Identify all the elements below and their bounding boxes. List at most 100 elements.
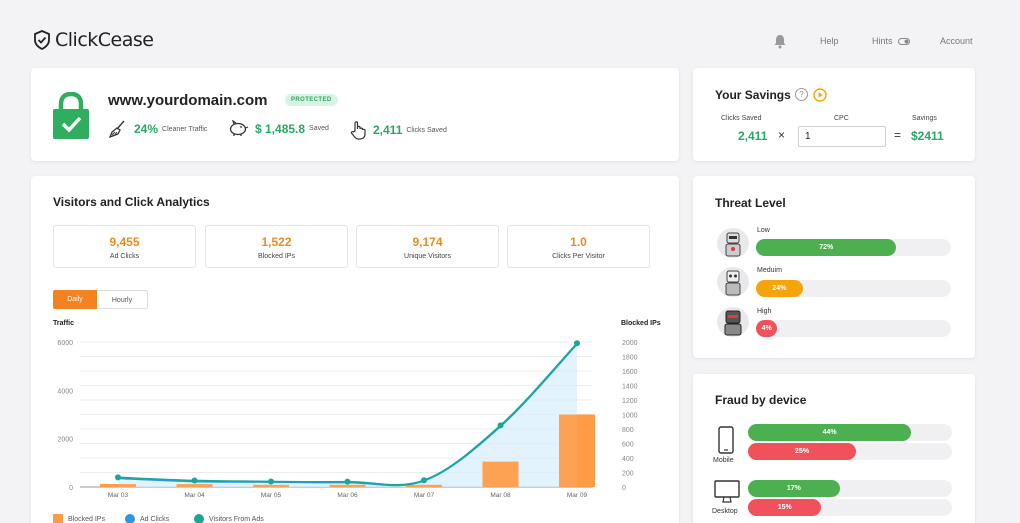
threat-title: Threat Level (715, 196, 786, 210)
nav-help[interactable]: Help (820, 36, 839, 46)
point-visitors-from-ads (574, 340, 580, 347)
fraud-bar-mobile-red: 25% (748, 443, 952, 460)
fraud-fill-mobile-green: 44% (748, 424, 912, 441)
top-bar: ClickCease Help Hints Account (0, 0, 1020, 62)
bell-icon[interactable] (773, 34, 787, 49)
device-label-mobile: Mobile (713, 457, 734, 464)
y-tick-right: 800 (622, 427, 634, 434)
fraud-fill-mobile-red: 25% (748, 443, 857, 460)
threat-bar-high: 4% (756, 320, 951, 337)
legend-visitors-from-ads: Visitors From Ads (194, 514, 264, 523)
x-tick-label: Mar 08 (490, 492, 511, 499)
x-tick-label: Mar 07 (414, 492, 435, 499)
stat-label: Cleaner Traffic (162, 125, 208, 133)
padlock-check-icon (53, 92, 89, 139)
stat-clicks-saved: 2,411 Clicks Saved (350, 120, 447, 140)
legend-label: Ad Clicks (140, 515, 170, 523)
piggy-bank-icon (229, 120, 249, 136)
tab-hourly[interactable]: Hourly (97, 290, 148, 309)
summary-card (31, 68, 679, 161)
y-tick-right: 400 (622, 456, 634, 463)
robot-icon (724, 310, 742, 336)
analytics-chart: 0 200 400 600 800 1000 1200 1400 1600 1800 2000 0 20… (57, 340, 638, 499)
threat-bar-low: 72% (756, 239, 951, 256)
fraud-title: Fraud by device (715, 393, 807, 407)
stat-value: 24% (134, 122, 159, 136)
area-visitors (118, 343, 577, 487)
y-axis-left-title: Traffic (53, 320, 75, 327)
point-visitors-from-ads (344, 478, 351, 485)
bar-blocked-ips-overlay (176, 484, 213, 487)
nav-account[interactable]: Account (940, 36, 973, 46)
legend-label: Blocked IPs (68, 515, 105, 523)
cpc-input[interactable]: 1 (798, 126, 886, 147)
mobile-icon (718, 426, 734, 454)
legend-label: Visitors From Ads (209, 515, 264, 523)
point-visitors-from-ads (497, 422, 504, 429)
help-icon[interactable]: ? (795, 88, 808, 101)
bar-blocked-ips-overlay (559, 414, 595, 487)
metric-label: Clicks Per Visitor (552, 253, 605, 260)
threat-fill-high: 4% (756, 320, 778, 337)
metric-clicks-per-visitor: 1.0 Clicks Per Visitor (507, 225, 650, 268)
times-sign: × (778, 128, 786, 142)
analytics-title: Visitors and Click Analytics (53, 195, 210, 209)
threat-label-medium: Meduim (757, 267, 782, 274)
equals-sign: = (894, 128, 902, 142)
clicks-saved-value: 2,411 (738, 129, 768, 143)
point-visitors-from-ads (421, 477, 427, 484)
bar-blocked-ips-overlay (329, 484, 366, 487)
x-tick-label: Mar 04 (184, 492, 205, 499)
threat-fill-medium: 24% (756, 280, 803, 297)
desktop-icon (714, 480, 740, 503)
play-icon[interactable] (813, 88, 827, 102)
legend-blocked-ips: Blocked IPs (53, 514, 105, 523)
fraud-bar-mobile-green: 44% (748, 424, 952, 441)
x-tick-label: Mar 05 (261, 492, 282, 499)
y-tick-right: 1800 (622, 355, 638, 362)
logo[interactable]: ClickCease (33, 29, 154, 51)
toggle-icon[interactable] (898, 38, 910, 45)
point-visitors-from-ads (191, 477, 198, 484)
fraud-bar-desktop-green: 17% (748, 480, 952, 497)
metric-value: 1.0 (570, 235, 587, 249)
broom-icon (108, 120, 125, 138)
nav-hints[interactable]: Hints (872, 36, 893, 46)
savings-label: Savings (912, 115, 937, 122)
shield-check-icon (34, 30, 50, 50)
y-tick-right: 1200 (622, 398, 638, 405)
threat-bar-medium: 24% (756, 280, 951, 297)
stat-label: Saved (309, 125, 329, 132)
robot-avatar-low (717, 228, 749, 258)
robot-icon (725, 232, 741, 257)
legend-swatch (194, 514, 204, 523)
metric-value: 1,522 (261, 235, 292, 249)
x-tick-label: Mar 06 (337, 492, 358, 499)
y-tick-right: 2000 (622, 340, 638, 347)
threat-label-low: Low (757, 227, 770, 234)
bar-blocked-ips-overlay (482, 461, 519, 487)
y-tick-right: 1400 (622, 384, 638, 391)
x-tick-label: Mar 09 (567, 492, 588, 499)
savings-value: $2411 (911, 129, 944, 143)
y-tick-right: 1600 (622, 369, 638, 376)
stat-value: 2,411 (373, 123, 403, 137)
y-tick-left: 2000 (57, 437, 73, 444)
stat-cleaner-traffic: 24% Cleaner Traffic (108, 120, 207, 138)
y-tick-right: 1000 (622, 413, 638, 420)
y-tick-left: 0 (69, 485, 73, 492)
metric-blocked-ips: 1,522 Blocked IPs (205, 225, 348, 268)
bar-blocked-ips-overlay (406, 484, 442, 487)
threat-fill-low: 72% (756, 239, 897, 256)
metric-value: 9,455 (109, 235, 140, 249)
y-tick-right: 0 (622, 485, 626, 492)
tab-daily[interactable]: Daily (53, 290, 97, 309)
fraud-fill-desktop-green: 17% (748, 480, 840, 497)
metric-label: Ad Clicks (109, 253, 140, 260)
domain-name: www.yourdomain.com (108, 92, 268, 109)
bar-blocked-ips-overlay (100, 484, 136, 487)
fraud-bar-desktop-red: 15% (748, 499, 952, 516)
metric-value: 9,174 (412, 235, 443, 249)
cpc-label: CPC (834, 115, 849, 122)
point-visitors-from-ads (115, 474, 121, 481)
